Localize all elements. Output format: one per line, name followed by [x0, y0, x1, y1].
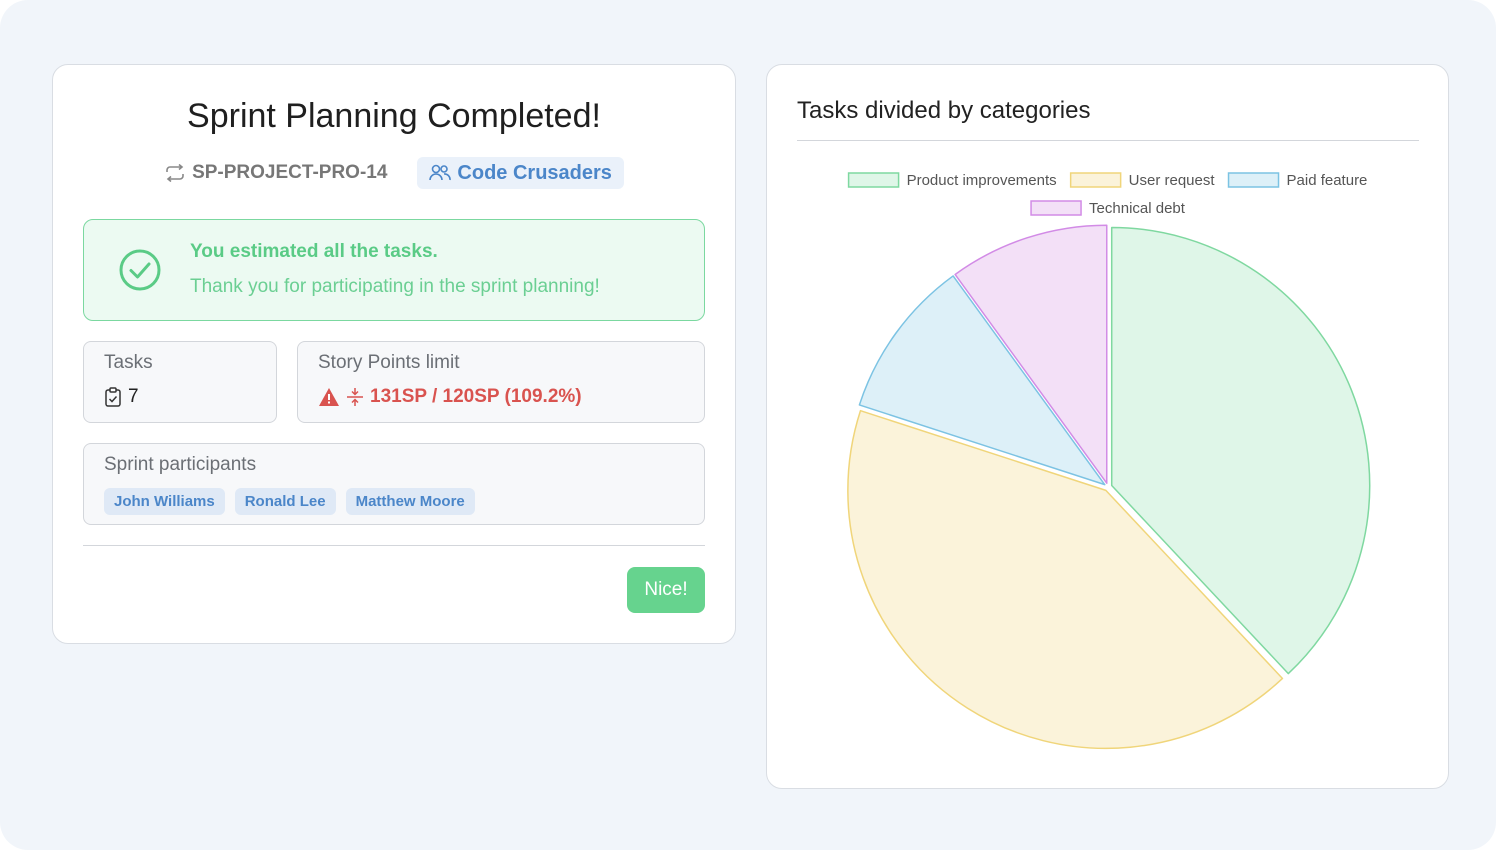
- team-badge[interactable]: Code Crusaders: [417, 157, 624, 189]
- repeat-icon: [166, 164, 184, 182]
- divider: [83, 545, 705, 546]
- success-text: Thank you for participating in the sprin…: [190, 276, 600, 297]
- page-title: Sprint Planning Completed!: [187, 97, 601, 135]
- legend-swatch[interactable]: [1227, 172, 1280, 188]
- chart-title: Tasks divided by categories: [797, 97, 1091, 124]
- team-name: Code Crusaders: [457, 161, 612, 184]
- nice-button[interactable]: Nice!: [627, 567, 705, 613]
- pie-slice[interactable]: [858, 275, 1106, 486]
- legend-swatch[interactable]: [1069, 172, 1122, 188]
- story-points-stat: Story Points limit 131SP / 120SP (109.2%…: [297, 341, 705, 423]
- legend-label[interactable]: Product improvements: [907, 172, 1057, 189]
- participant-chip: Ronald Lee: [234, 488, 336, 515]
- tasks-count: 7: [128, 386, 139, 407]
- story-points-value: 131SP / 120SP (109.2%): [318, 386, 582, 408]
- sprint-summary-card: Sprint Planning Completed! SP-PROJECT-PR…: [52, 64, 736, 644]
- legend-label[interactable]: Technical debt: [1089, 200, 1186, 217]
- pie-slice[interactable]: [1110, 226, 1371, 675]
- participant-chip: John Williams: [104, 488, 225, 515]
- legend-label[interactable]: User request: [1129, 172, 1216, 189]
- participants-list: John Williams Ronald Lee Matthew Moore: [104, 488, 475, 515]
- chart-divider: [797, 140, 1419, 141]
- pie-slice[interactable]: [847, 409, 1284, 750]
- sprint-meta-row: SP-PROJECT-PRO-14 Code Crusaders: [53, 157, 735, 189]
- legend-swatch[interactable]: [1030, 200, 1082, 216]
- sprint-code: SP-PROJECT-PRO-14: [164, 162, 387, 184]
- tasks-label: Tasks: [104, 352, 153, 373]
- tasks-stat: Tasks 7: [83, 341, 277, 423]
- tasks-value: 7: [104, 386, 139, 408]
- participants-label: Sprint participants: [104, 454, 257, 475]
- pie-slice[interactable]: [954, 224, 1108, 484]
- participant-chip: Matthew Moore: [345, 488, 475, 515]
- warning-icon: [319, 388, 339, 406]
- story-points-text: 131SP / 120SP (109.2%): [370, 386, 582, 407]
- sprint-code-text: SP-PROJECT-PRO-14: [192, 162, 388, 183]
- legend-swatch[interactable]: [847, 172, 900, 188]
- users-icon: [429, 164, 452, 181]
- success-alert: You estimated all the tasks. Thank you f…: [83, 219, 705, 321]
- chart-card: Tasks divided by categories Product impr…: [766, 64, 1449, 789]
- success-title: You estimated all the tasks.: [190, 241, 438, 262]
- legend-label[interactable]: Paid feature: [1287, 172, 1368, 189]
- check-circle-icon: [119, 249, 161, 291]
- pie-chart: Product improvements User request Paid fea…: [847, 172, 1371, 750]
- participants-stat: Sprint participants John Williams Ronald…: [83, 443, 705, 525]
- clipboard-check-icon: [105, 387, 121, 407]
- story-points-label: Story Points limit: [318, 352, 460, 373]
- compress-icon: [347, 388, 363, 406]
